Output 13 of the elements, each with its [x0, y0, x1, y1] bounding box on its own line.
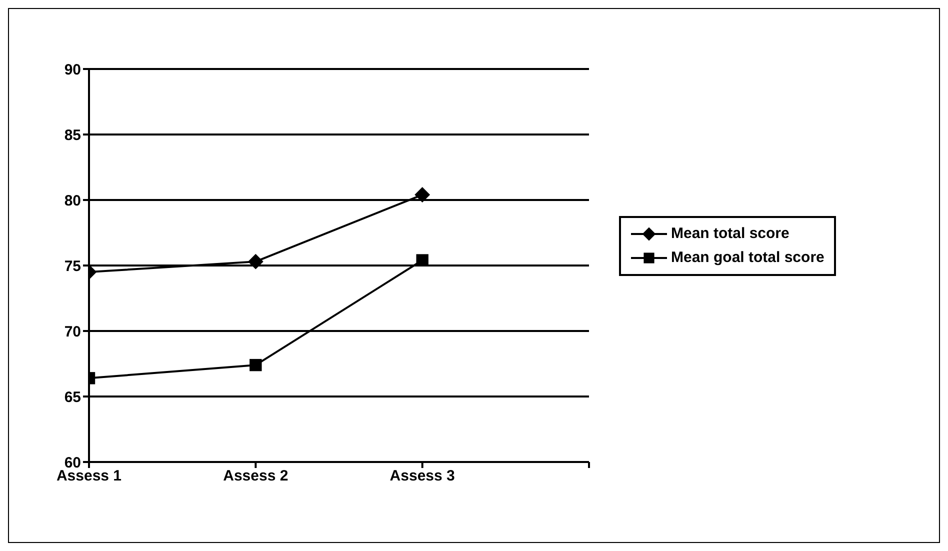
- y-tick-label: 75: [64, 258, 81, 275]
- y-tick-label: 80: [64, 192, 81, 210]
- x-tick-label: Assess 3: [390, 468, 455, 485]
- point: [248, 254, 264, 270]
- x-tick-label: Assess 2: [223, 468, 288, 485]
- legend-label: Mean total score: [671, 224, 790, 244]
- y-tick-label: 65: [64, 388, 81, 406]
- point: [414, 187, 430, 202]
- y-tick-label: 85: [64, 126, 81, 144]
- legend-label: Mean goal total score: [671, 248, 824, 268]
- y-tick-label: 90: [64, 61, 81, 78]
- point: [250, 358, 262, 372]
- y-tick-label: 70: [64, 323, 81, 340]
